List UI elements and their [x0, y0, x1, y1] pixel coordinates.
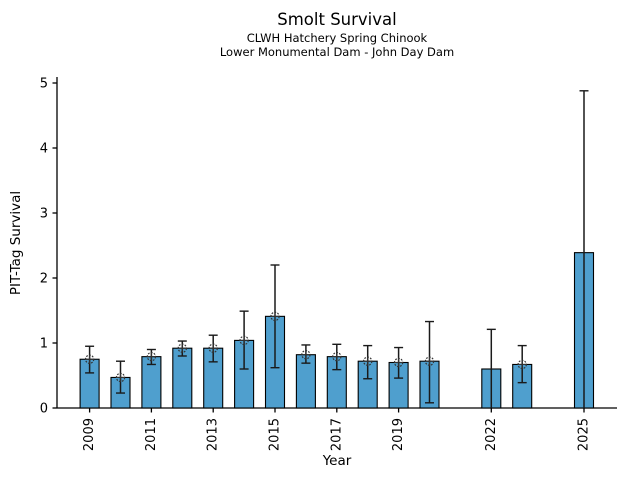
x-tick-label: 2022	[484, 418, 499, 451]
x-tick-label: 2011	[144, 418, 159, 451]
title-block: Smolt Survival CLWH Hatchery Spring Chin…	[57, 10, 617, 62]
y-tick-label: 5	[40, 77, 48, 92]
y-tick-label: 3	[40, 207, 48, 222]
x-tick-label: 2025	[577, 418, 592, 451]
x-tick-label: 2009	[82, 418, 97, 451]
x-tick-label: 2019	[391, 418, 406, 451]
y-tick-label: 4	[40, 142, 48, 157]
y-tick-label: 1	[40, 337, 48, 352]
y-tick-label: 2	[40, 272, 48, 287]
x-tick-label: 2013	[206, 418, 221, 451]
chart-subtitle-stock: CLWH Hatchery Spring Chinook	[246, 30, 428, 45]
chart-subtitle-reach: Lower Monumental Dam - John Day Dam	[219, 45, 455, 59]
bar-2012	[172, 347, 193, 409]
x-tick-label: 2017	[329, 418, 344, 451]
chart-title: Smolt Survival	[277, 10, 397, 29]
y-tick-label: 0	[40, 402, 48, 417]
x-tick-label: 2015	[268, 418, 283, 451]
y-axis-label: PIT-Tag Survival	[8, 190, 24, 296]
x-axis-label: Year	[322, 453, 352, 469]
